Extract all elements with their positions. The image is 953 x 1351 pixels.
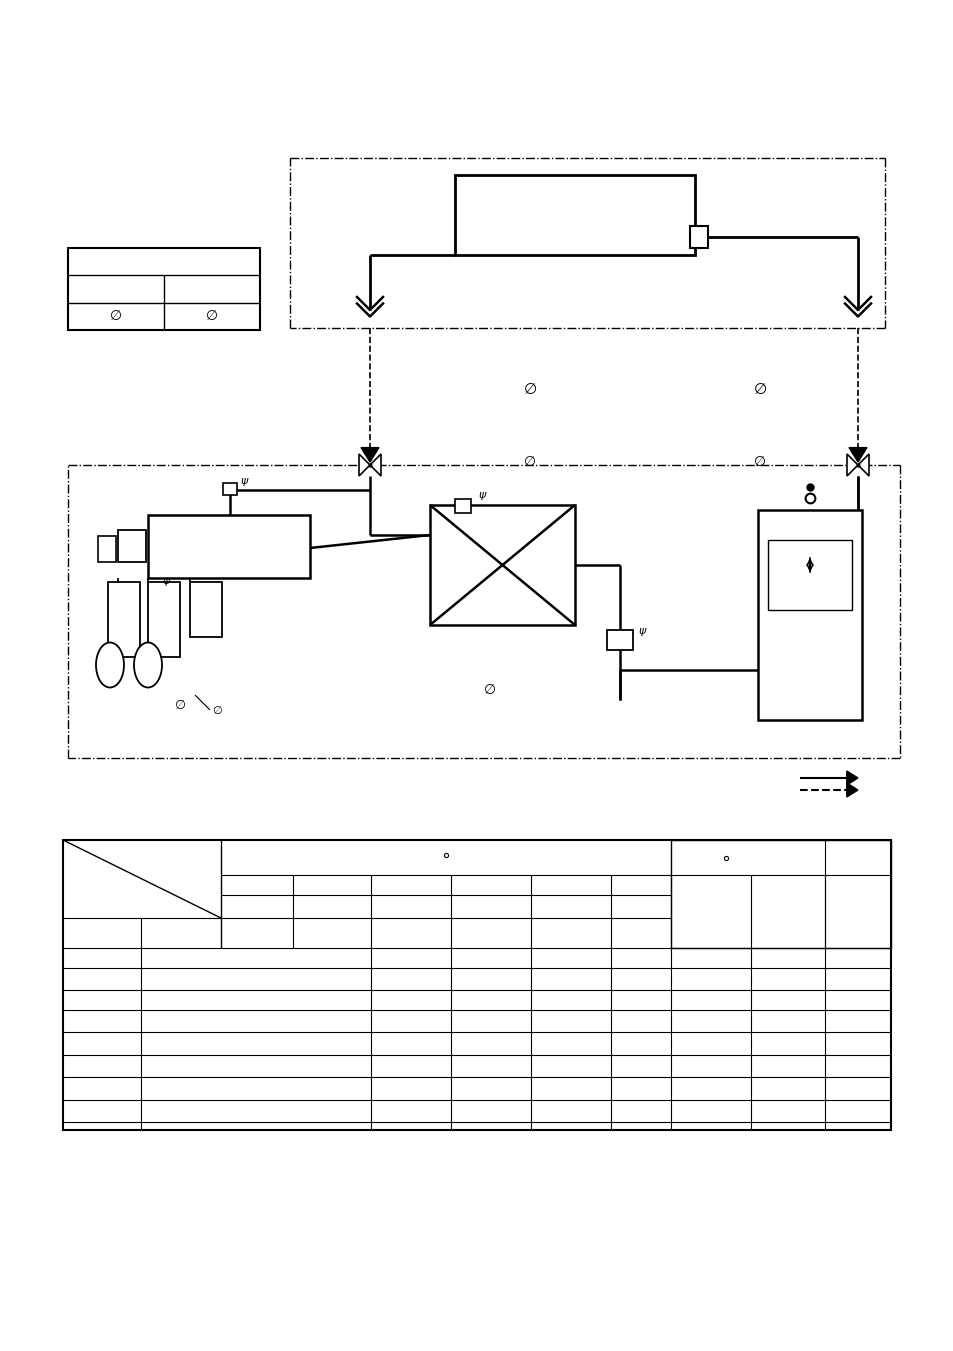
Text: $\psi$: $\psi$ [162,576,172,588]
Bar [63,840,890,1129]
Text: $\emptyset$: $\emptyset$ [483,684,496,697]
Text: $\emptyset$: $\emptyset$ [212,704,223,716]
Text: $\emptyset$: $\emptyset$ [173,698,186,712]
Bar [670,840,890,948]
Bar [68,249,260,330]
Text: $\emptyset$: $\emptyset$ [205,309,218,323]
Text: $\psi$: $\psi$ [240,476,250,488]
Bar [108,582,140,657]
Bar [118,530,146,562]
Bar [689,226,707,249]
Bar [430,505,575,626]
Text: $\emptyset$: $\emptyset$ [752,382,766,397]
Polygon shape [846,454,857,476]
Bar [606,630,633,650]
Ellipse shape [133,643,162,688]
Bar [767,540,851,611]
Bar [148,582,180,657]
Text: $\emptyset$: $\emptyset$ [753,455,765,469]
Bar [98,536,116,562]
Polygon shape [857,454,868,476]
Text: $\psi$: $\psi$ [638,626,647,638]
Bar [758,509,862,720]
Bar [223,484,236,494]
Bar [190,582,222,638]
Ellipse shape [96,643,124,688]
Bar [455,176,695,255]
Text: $\emptyset$: $\emptyset$ [523,455,536,469]
Polygon shape [360,447,378,462]
Text: $\psi$: $\psi$ [477,490,487,503]
Text: $\emptyset$: $\emptyset$ [522,382,537,397]
Polygon shape [846,784,857,797]
Polygon shape [358,454,370,476]
Bar [148,515,310,578]
Bar [455,499,471,513]
Polygon shape [846,771,857,785]
Text: $\emptyset$: $\emptyset$ [110,309,122,323]
Polygon shape [848,447,866,462]
Polygon shape [370,454,380,476]
